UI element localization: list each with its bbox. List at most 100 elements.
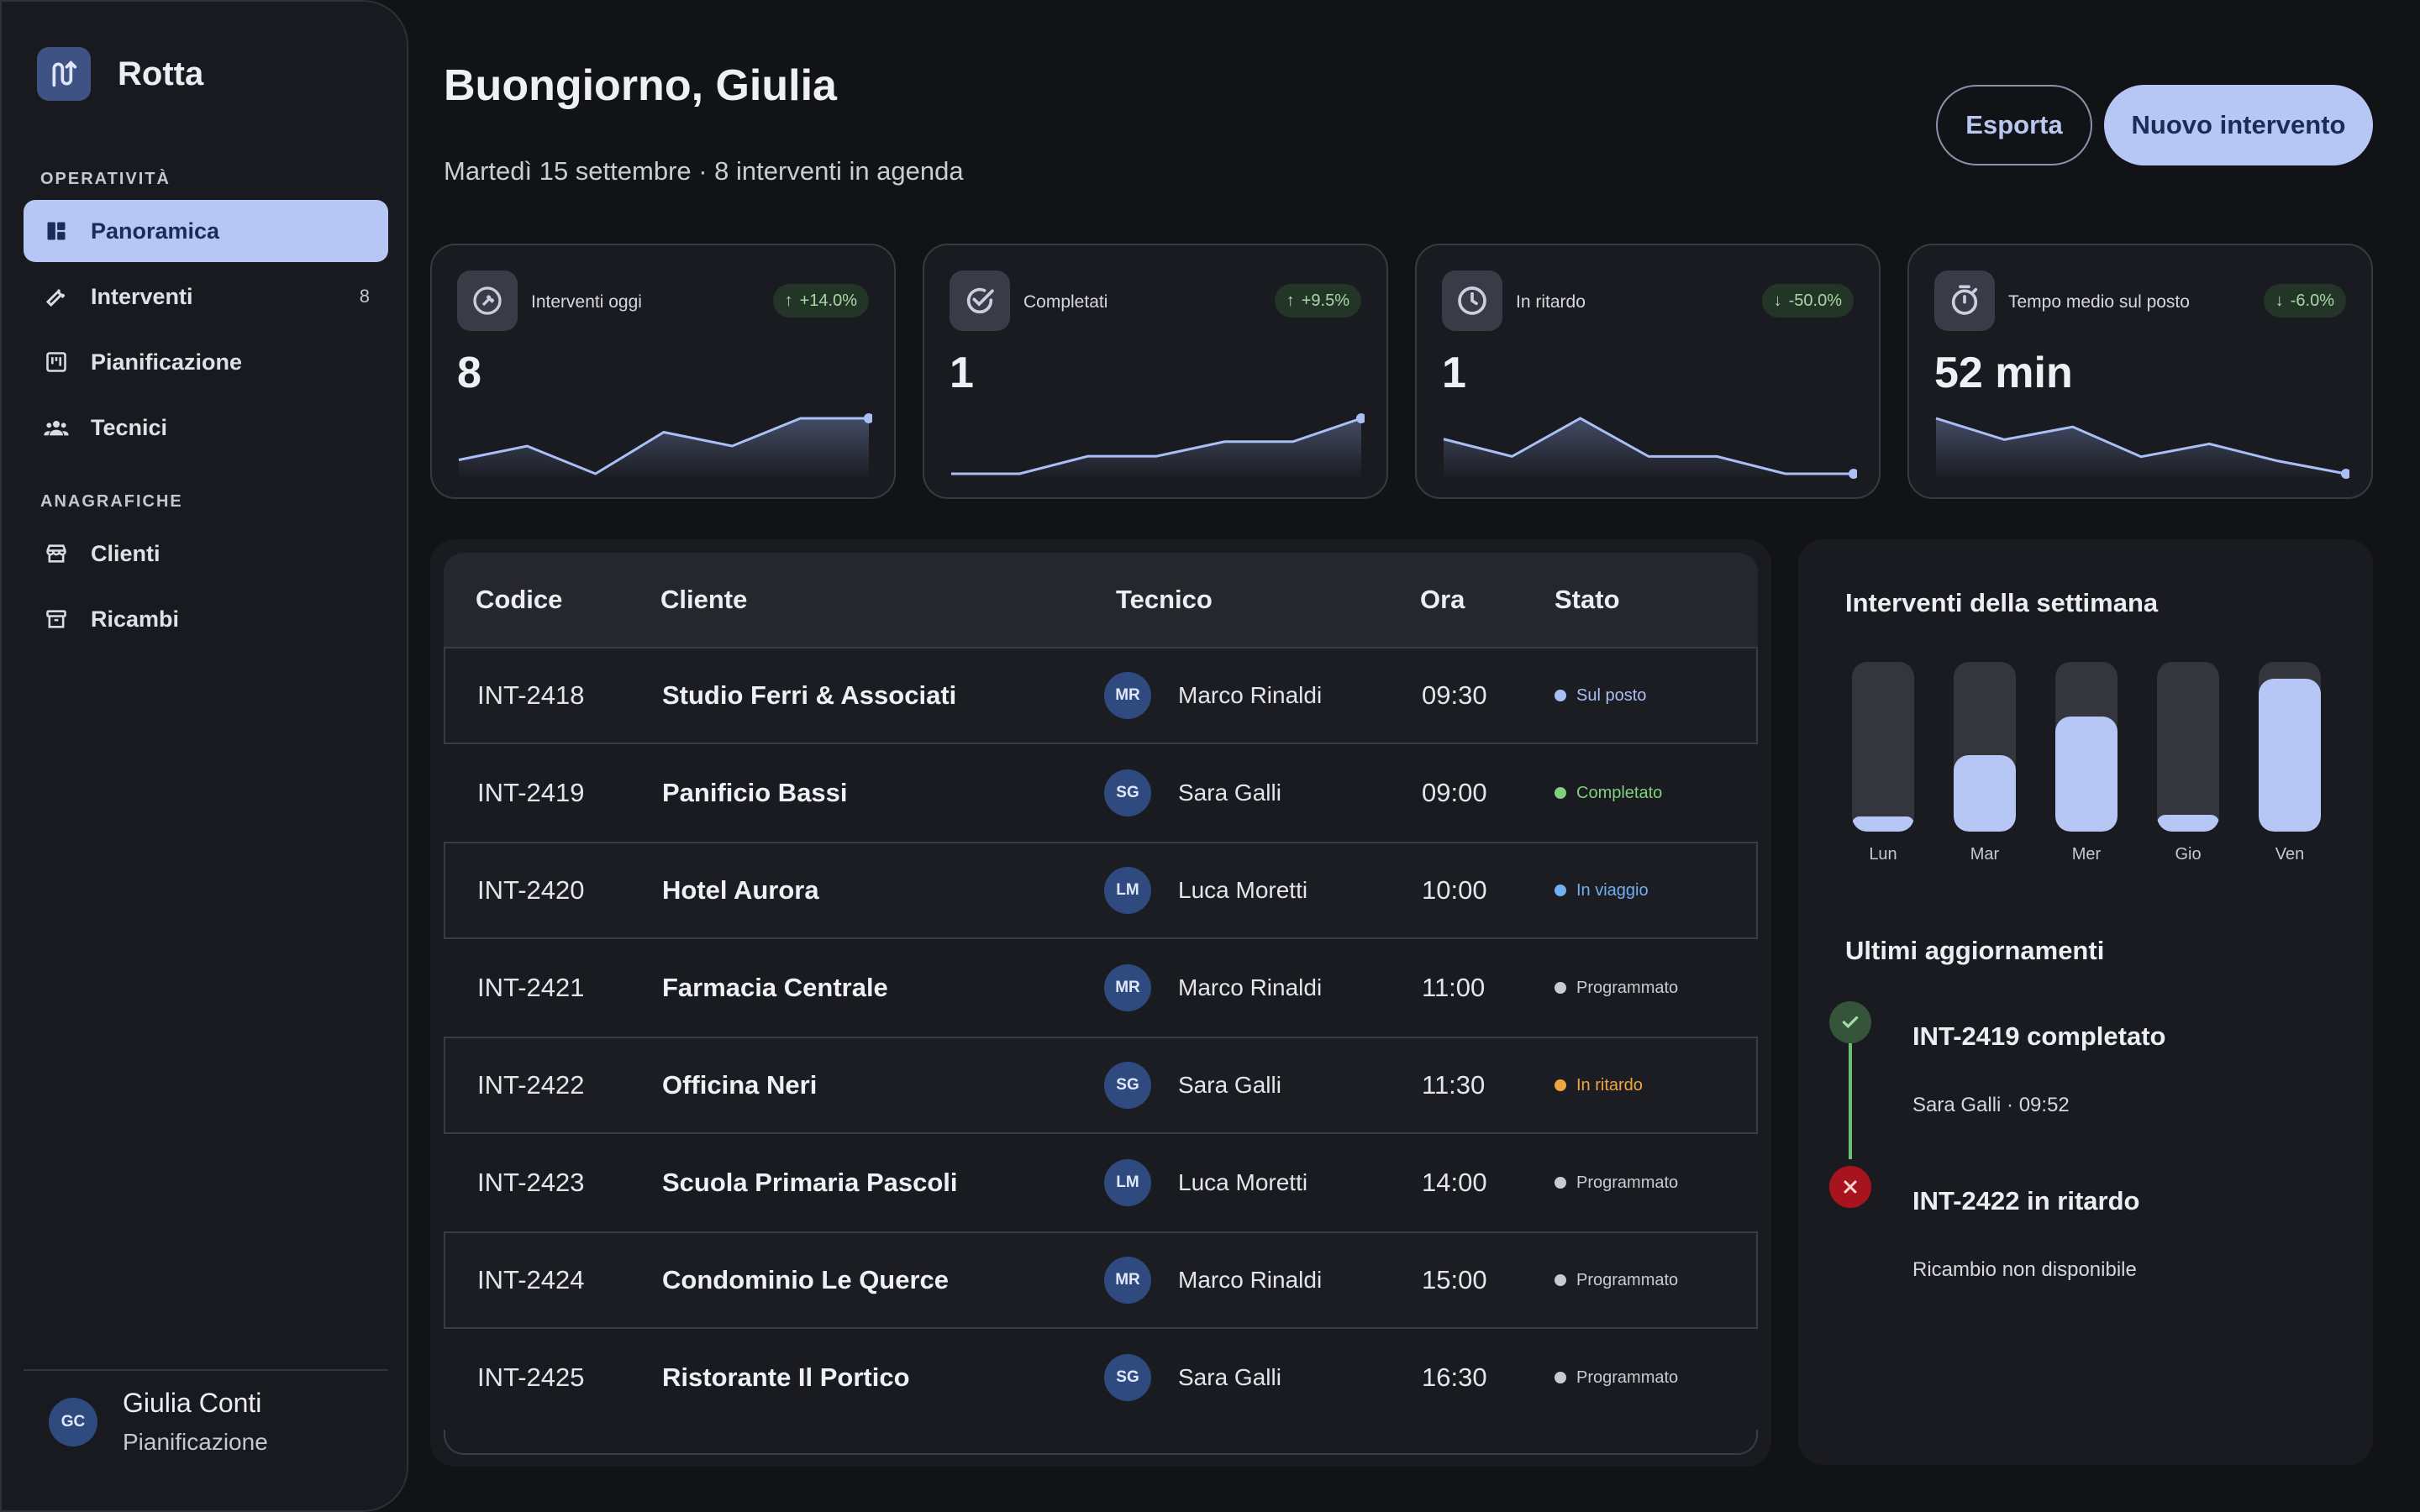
status-dot <box>1555 787 1566 799</box>
sidebar-item-label: Interventi <box>91 283 193 309</box>
avatar: LM <box>1104 1159 1151 1206</box>
cell-code: INT-2422 <box>477 1070 585 1100</box>
sidebar-item-label: Clienti <box>91 540 160 566</box>
wrench-icon <box>42 282 71 311</box>
status-badge: Programmato <box>1555 941 1678 1035</box>
kpi-delta-value: -50.0% <box>1788 291 1842 310</box>
kpi-delta-value: -6.0% <box>2290 291 2334 310</box>
status-dot <box>1555 982 1566 994</box>
tech-name: Luca Moretti <box>1178 877 1308 903</box>
status-badge: Sul posto <box>1555 648 1646 743</box>
export-button[interactable]: Esporta <box>1936 85 2092 165</box>
sidebar-item-ricambi[interactable]: Ricambi <box>24 588 388 650</box>
kpi-delta-badge: ↓ -6.0% <box>2263 284 2346 318</box>
avatar: SG <box>1104 1062 1151 1109</box>
column-header-time[interactable]: Ora <box>1420 585 1465 614</box>
kpi-value: 1 <box>950 349 974 397</box>
sparkline-end-point <box>1356 413 1365 423</box>
sidebar-item-pianificazione[interactable]: Pianificazione <box>24 331 388 393</box>
kpi-delta-badge: ↑ +9.5% <box>1274 284 1361 318</box>
week-bar-lun[interactable] <box>1852 662 1914 832</box>
sidebar-item-label: Pianificazione <box>91 349 243 375</box>
status-dot <box>1555 1177 1566 1189</box>
column-header-client[interactable]: Cliente <box>660 585 748 614</box>
arrow-down-icon: ↓ <box>1773 291 1782 310</box>
table-row[interactable]: INT-2425 Ristorante Il Portico SG Sara Gall… <box>444 1329 1758 1426</box>
cell-time: 09:00 <box>1422 778 1487 807</box>
page-subtitle: Martedì 15 settembre · 8 interventi in a… <box>444 156 964 186</box>
sidebar-item-clienti[interactable]: Clienti <box>24 522 388 585</box>
cell-tech: LM Luca Moretti <box>1104 1136 1307 1230</box>
cell-client: Panificio Bassi <box>662 778 848 807</box>
table-row[interactable]: INT-2423 Scuola Primaria Pascoli LM Luca Mo… <box>444 1134 1758 1231</box>
sparkline-end-point <box>1849 469 1857 479</box>
check-circle-icon <box>950 270 1010 331</box>
kpi-card-interventi-oggi[interactable]: Interventi oggi ↑ +14.0% 8 <box>430 244 896 499</box>
table-row[interactable]: INT-2420 Hotel Aurora LM Luca Moretti 10:00 I… <box>444 842 1758 939</box>
column-header-tech[interactable]: Tecnico <box>1116 585 1213 614</box>
avatar: SG <box>1104 1354 1151 1401</box>
status-badge: In viaggio <box>1555 843 1649 937</box>
sparkline-area <box>459 418 869 480</box>
status-label: Programmato <box>1576 1368 1679 1387</box>
tech-name: Sara Galli <box>1178 1072 1281 1098</box>
status-label: Completato <box>1576 783 1663 802</box>
table-row[interactable]: INT-2424 Condominio Le Querce MR Marco Rina… <box>444 1231 1758 1329</box>
cell-time: 10:00 <box>1422 875 1487 905</box>
kpi-label: Completati <box>1023 292 1108 312</box>
kpi-value: 1 <box>1442 349 1466 397</box>
update-title[interactable]: INT-2419 completato <box>1912 1021 2166 1051</box>
column-header-state[interactable]: Stato <box>1555 585 1620 614</box>
sidebar-divider <box>24 1369 388 1371</box>
cell-client: Hotel Aurora <box>662 875 819 905</box>
week-bar-gio[interactable] <box>2157 662 2219 832</box>
close-icon <box>1829 1166 1871 1208</box>
user-profile[interactable]: GC Giulia Conti Pianificazione <box>49 1388 268 1456</box>
update-title[interactable]: INT-2422 in ritardo <box>1912 1186 2140 1215</box>
cell-code: INT-2418 <box>477 680 585 710</box>
brand[interactable]: Rotta <box>37 47 203 101</box>
week-bar-mer[interactable] <box>2055 662 2118 832</box>
column-header-code[interactable]: Codice <box>476 585 563 614</box>
route-logo-icon <box>37 47 91 101</box>
week-bar-ven[interactable] <box>2259 662 2321 832</box>
avatar: MR <box>1104 964 1151 1011</box>
new-intervention-button[interactable]: Nuovo intervento <box>2104 85 2373 165</box>
kpi-card-tempo-medio[interactable]: Tempo medio sul posto ↓ -6.0% 52 min <box>1907 244 2373 499</box>
status-badge: Programmato <box>1555 1136 1678 1230</box>
check-icon <box>1829 1001 1871 1043</box>
table-row[interactable]: INT-2418 Studio Ferri & Associati MR Marco … <box>444 647 1758 744</box>
sidebar: Rotta OPERATIVITÀ Panoramica Interventi … <box>0 0 408 1512</box>
cell-time: 11:00 <box>1422 973 1486 1002</box>
tech-name: Marco Rinaldi <box>1178 974 1323 1000</box>
sparkline-line <box>1443 417 1854 475</box>
status-label: Programmato <box>1576 1270 1679 1289</box>
kpi-delta-badge: ↓ -50.0% <box>1761 284 1854 318</box>
archive-icon <box>42 605 71 633</box>
status-dot <box>1555 1372 1566 1383</box>
sparkline-area <box>1444 418 1854 480</box>
cell-time: 11:30 <box>1422 1070 1486 1100</box>
sidebar-item-label: Ricambi <box>91 606 180 632</box>
kpi-sparkline <box>1443 417 1857 480</box>
table-row[interactable]: INT-2422 Officina Neri SG Sara Galli 11:30 In… <box>444 1037 1758 1134</box>
update-subtitle: Ricambio non disponibile <box>1912 1258 2137 1281</box>
status-dot <box>1555 1274 1566 1286</box>
table-row[interactable]: INT-2421 Farmacia Centrale MR Marco Rinaldi… <box>444 939 1758 1037</box>
week-bar-mar[interactable] <box>1954 662 2016 832</box>
sidebar-item-panoramica[interactable]: Panoramica <box>24 200 388 262</box>
kpi-value: 8 <box>457 349 481 397</box>
sidebar-item-interventi[interactable]: Interventi 8 <box>24 265 388 328</box>
table-row[interactable]: INT-2419 Panificio Bassi SG Sara Galli 09:00… <box>444 744 1758 842</box>
cell-client: Farmacia Centrale <box>662 973 888 1002</box>
tech-name: Marco Rinaldi <box>1178 682 1323 708</box>
cell-code: INT-2420 <box>477 875 585 905</box>
sidebar-item-tecnici[interactable]: Tecnici <box>24 396 388 459</box>
week-bar-fill <box>1954 755 2016 832</box>
kpi-card-completati[interactable]: Completati ↑ +9.5% 1 <box>923 244 1388 499</box>
kpi-card-in-ritardo[interactable]: In ritardo ↓ -50.0% 1 <box>1415 244 1881 499</box>
cell-tech: LM Luca Moretti <box>1104 843 1307 937</box>
arrow-down-icon: ↓ <box>2275 291 2284 310</box>
dashboard-icon <box>42 217 71 245</box>
